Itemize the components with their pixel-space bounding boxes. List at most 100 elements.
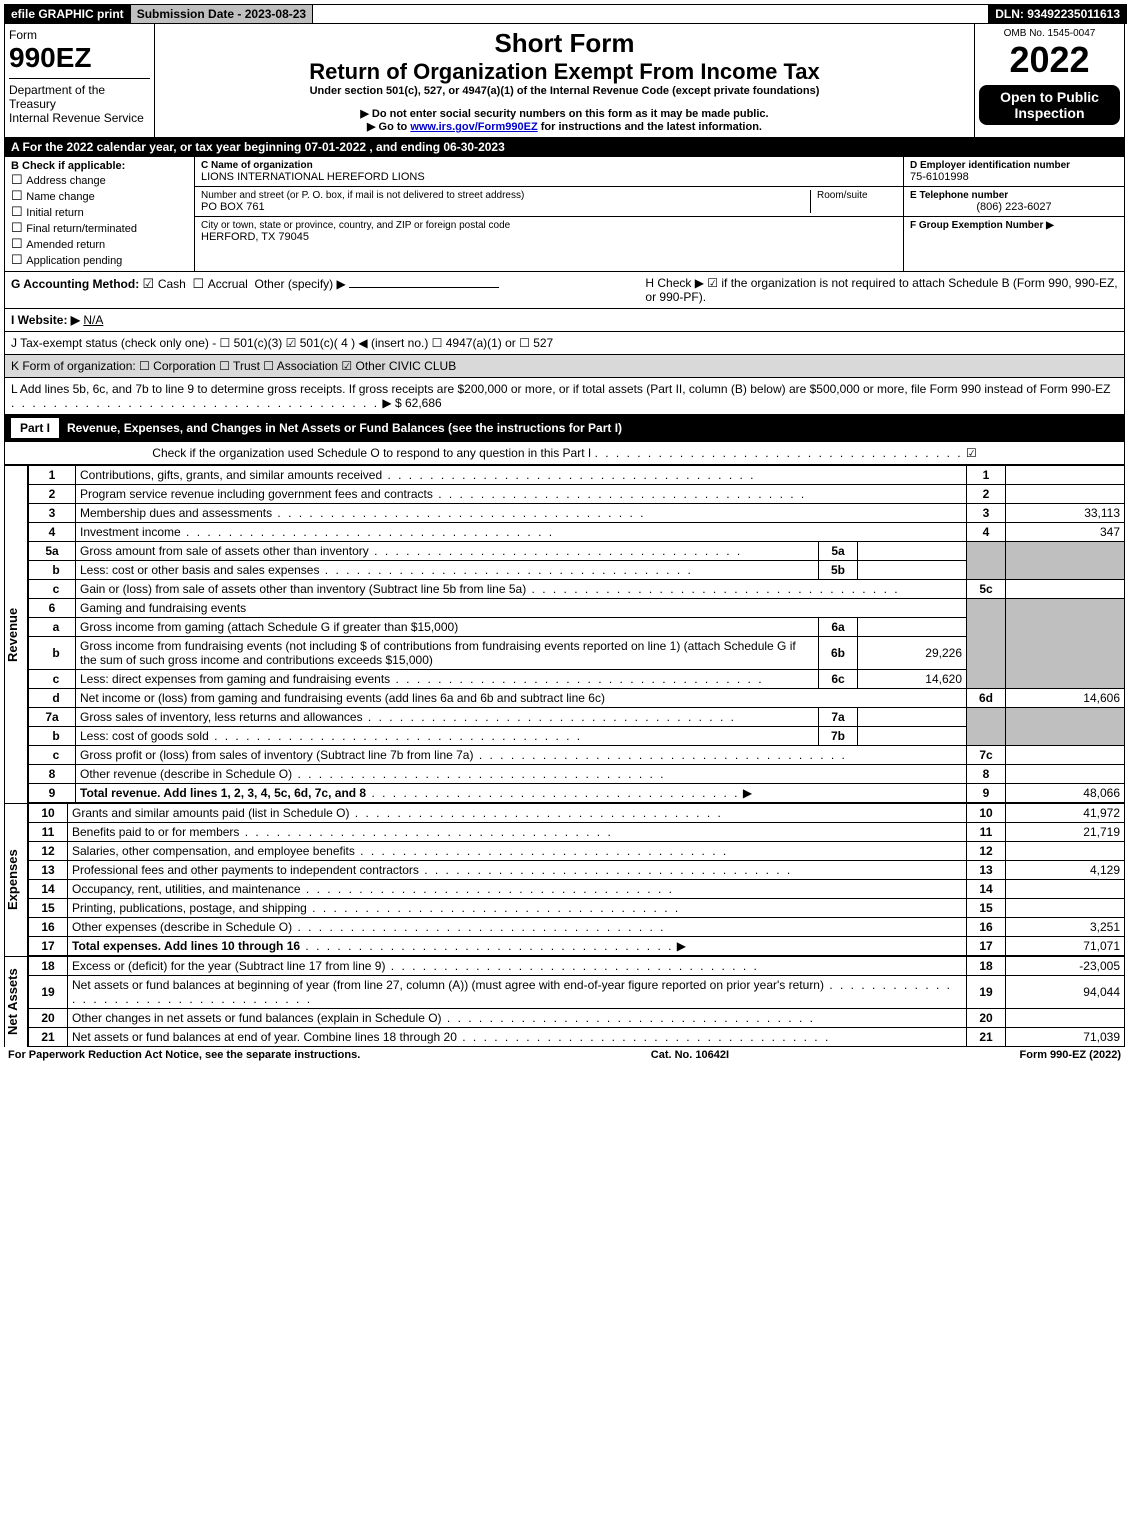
g-other-blank[interactable] bbox=[349, 287, 499, 288]
line-7a-m: 7a bbox=[819, 708, 858, 727]
line-6a-mval bbox=[858, 618, 967, 637]
revenue-section: Revenue 1 Contributions, gifts, grants, a… bbox=[4, 465, 1125, 803]
line-6a-desc: Gross income from gaming (attach Schedul… bbox=[80, 620, 458, 634]
line-1-desc: Contributions, gifts, grants, and simila… bbox=[80, 468, 382, 482]
line-20: 20 Other changes in net assets or fund ba… bbox=[29, 1009, 1125, 1028]
line-3-val: 33,113 bbox=[1006, 504, 1125, 523]
line-6: 6Gaming and fundraising events bbox=[29, 599, 1125, 618]
line-7a-desc: Gross sales of inventory, less returns a… bbox=[80, 710, 363, 724]
line-8-val bbox=[1006, 765, 1125, 784]
chk-cash[interactable]: Cash bbox=[143, 277, 186, 291]
dln: DLN: 93492235011613 bbox=[989, 5, 1126, 23]
topbar-spacer bbox=[313, 5, 989, 23]
line-15-val bbox=[1006, 899, 1125, 918]
footer-right: Form 990-EZ (2022) bbox=[1020, 1049, 1121, 1061]
side-expenses: Expenses bbox=[4, 803, 28, 956]
line-7b-mval bbox=[858, 727, 967, 746]
line-7b: bLess: cost of goods sold7b bbox=[29, 727, 1125, 746]
line-7c-rlabel: 7c bbox=[967, 746, 1006, 765]
netassets-table: 18Excess or (deficit) for the year (Subt… bbox=[28, 956, 1125, 1047]
line-14-desc: Occupancy, rent, utilities, and maintena… bbox=[72, 882, 301, 896]
line-2-rlabel: 2 bbox=[967, 485, 1006, 504]
line-5c: cGain or (loss) from sale of assets othe… bbox=[29, 580, 1125, 599]
chk-accrual[interactable]: Accrual bbox=[193, 277, 248, 291]
side-revenue: Revenue bbox=[4, 465, 28, 803]
line-19-rlabel: 19 bbox=[967, 976, 1006, 1009]
line-10-val: 41,972 bbox=[1006, 804, 1125, 823]
line-5b-mval bbox=[858, 561, 967, 580]
line-6-desc: Gaming and fundraising events bbox=[76, 599, 967, 618]
line-15: 15Printing, publications, postage, and s… bbox=[29, 899, 1125, 918]
telephone-value: (806) 223-6027 bbox=[910, 201, 1118, 213]
g-other: Other (specify) ▶ bbox=[254, 277, 345, 291]
line-7c-val bbox=[1006, 746, 1125, 765]
line-7c: cGross profit or (loss) from sales of in… bbox=[29, 746, 1125, 765]
line-9: 9Total revenue. Add lines 1, 2, 3, 4, 5c… bbox=[29, 784, 1125, 803]
line-1-rlabel: 1 bbox=[967, 466, 1006, 485]
page-footer: For Paperwork Reduction Act Notice, see … bbox=[4, 1047, 1125, 1063]
line-2-val bbox=[1006, 485, 1125, 504]
irs-link[interactable]: www.irs.gov/Form990EZ bbox=[410, 121, 537, 133]
chk-application-pending[interactable]: Application pending bbox=[11, 252, 188, 268]
line-14-val bbox=[1006, 880, 1125, 899]
side-netassets: Net Assets bbox=[4, 956, 28, 1047]
footer-mid: Cat. No. 10642I bbox=[651, 1049, 729, 1061]
part-i-header: Part I Revenue, Expenses, and Changes in… bbox=[4, 415, 1125, 442]
row-l-text: L Add lines 5b, 6c, and 7b to line 9 to … bbox=[11, 382, 1110, 396]
submission-date-value: 2023-08-23 bbox=[245, 7, 306, 21]
line-8-rlabel: 8 bbox=[967, 765, 1006, 784]
chk-final-return[interactable]: Final return/terminated bbox=[11, 220, 188, 236]
line-18-desc: Excess or (deficit) for the year (Subtra… bbox=[72, 959, 385, 973]
line-7b-desc: Less: cost of goods sold bbox=[80, 729, 209, 743]
row-h: H Check ▶ ☑ if the organization is not r… bbox=[645, 276, 1118, 304]
box-c-name-label: C Name of organization bbox=[201, 160, 897, 171]
part-i-check-line: Check if the organization used Schedule … bbox=[4, 442, 1125, 465]
line-6d: dNet income or (loss) from gaming and fu… bbox=[29, 689, 1125, 708]
form-left-col: Form 990EZ Department of the Treasury In… bbox=[5, 24, 155, 137]
g-label: G Accounting Method: bbox=[11, 277, 139, 291]
line-11-val: 21,719 bbox=[1006, 823, 1125, 842]
line-7b-m: 7b bbox=[819, 727, 858, 746]
row-j: J Tax-exempt status (check only one) - ☐… bbox=[4, 332, 1125, 355]
line-13: 13Professional fees and other payments t… bbox=[29, 861, 1125, 880]
subtitle: Under section 501(c), 527, or 4947(a)(1)… bbox=[159, 85, 970, 97]
room-suite-label: Room/suite bbox=[810, 190, 897, 213]
line-5a-mval bbox=[858, 542, 967, 561]
form-word: Form bbox=[9, 28, 150, 42]
row-i: I Website: ▶ N/A bbox=[4, 309, 1125, 332]
chk-name-change[interactable]: Name change bbox=[11, 188, 188, 204]
row-k: K Form of organization: ☐ Corporation ☐ … bbox=[4, 355, 1125, 378]
line-12-val bbox=[1006, 842, 1125, 861]
warn-ssn: ▶ Do not enter social security numbers o… bbox=[159, 107, 970, 120]
expenses-section: Expenses 10Grants and similar amounts pa… bbox=[4, 803, 1125, 956]
line-11-desc: Benefits paid to or for members bbox=[72, 825, 239, 839]
line-6d-rlabel: 6d bbox=[967, 689, 1006, 708]
line-11: 11Benefits paid to or for members1121,71… bbox=[29, 823, 1125, 842]
line-5c-rlabel: 5c bbox=[967, 580, 1006, 599]
line-1: 1 Contributions, gifts, grants, and simil… bbox=[29, 466, 1125, 485]
line-18-val: -23,005 bbox=[1006, 957, 1125, 976]
box-f-label: F Group Exemption Number ▶ bbox=[910, 220, 1118, 231]
line-9-desc: Total revenue. Add lines 1, 2, 3, 4, 5c,… bbox=[80, 786, 366, 800]
part-i-checkbox[interactable]: ☑ bbox=[966, 446, 977, 460]
chk-amended-return[interactable]: Amended return bbox=[11, 236, 188, 252]
line-6b: bGross income from fundraising events (n… bbox=[29, 637, 1125, 670]
line-4-desc: Investment income bbox=[80, 525, 181, 539]
line-20-rlabel: 20 bbox=[967, 1009, 1006, 1028]
line-20-desc: Other changes in net assets or fund bala… bbox=[72, 1011, 442, 1025]
form-title-center: Short Form Return of Organization Exempt… bbox=[155, 24, 974, 137]
chk-initial-return[interactable]: Initial return bbox=[11, 204, 188, 220]
line-3-rlabel: 3 bbox=[967, 504, 1006, 523]
line-18: 18Excess or (deficit) for the year (Subt… bbox=[29, 957, 1125, 976]
line-19-val: 94,044 bbox=[1006, 976, 1125, 1009]
submission-date: Submission Date - 2023-08-23 bbox=[131, 5, 313, 23]
line-2: 2Program service revenue including gover… bbox=[29, 485, 1125, 504]
line-7c-desc: Gross profit or (loss) from sales of inv… bbox=[80, 748, 473, 762]
chk-address-change[interactable]: Address change bbox=[11, 172, 188, 188]
website-value: N/A bbox=[83, 313, 103, 327]
row-l-arrow: ▶ $ bbox=[382, 396, 401, 410]
line-3-desc: Membership dues and assessments bbox=[80, 506, 272, 520]
part-i-check-text: Check if the organization used Schedule … bbox=[152, 446, 591, 460]
efile-print: efile GRAPHIC print bbox=[5, 5, 131, 23]
line-6a: aGross income from gaming (attach Schedu… bbox=[29, 618, 1125, 637]
